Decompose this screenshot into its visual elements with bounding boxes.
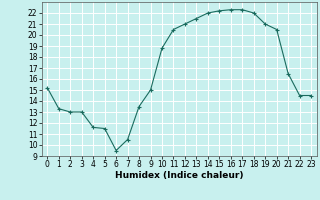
X-axis label: Humidex (Indice chaleur): Humidex (Indice chaleur) bbox=[115, 171, 244, 180]
